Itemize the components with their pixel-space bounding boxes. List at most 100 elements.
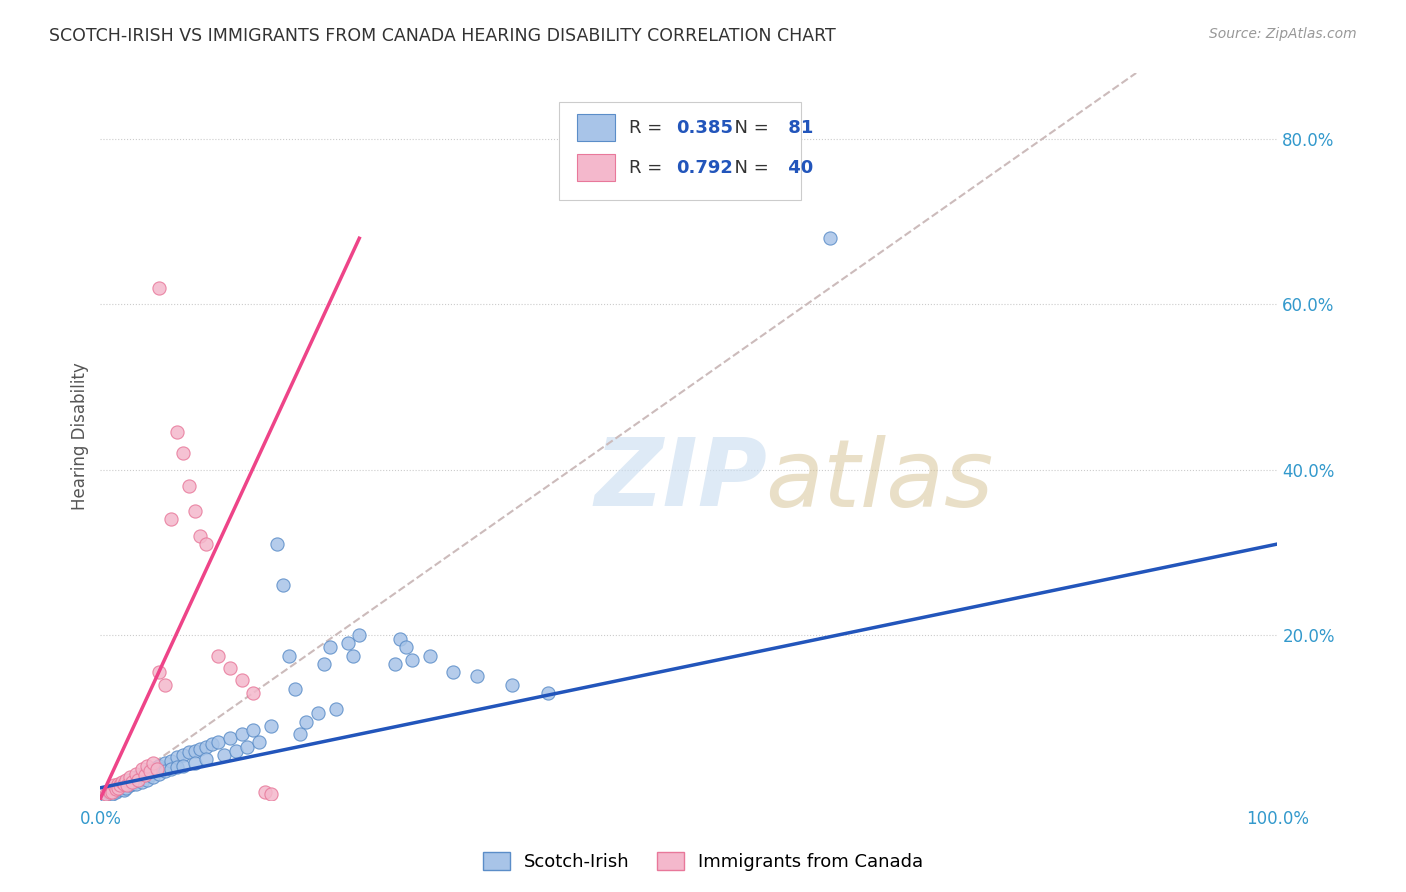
Point: [110, 780, 132, 795]
Point: [153, 764, 176, 779]
Point: [818, 231, 841, 245]
Point: [96, 789, 118, 803]
Point: [146, 760, 169, 774]
Point: [284, 681, 307, 696]
Point: [124, 777, 146, 791]
Text: N =: N =: [723, 159, 775, 177]
Point: [207, 735, 229, 749]
Point: [290, 727, 312, 741]
Point: [112, 783, 135, 797]
Point: [218, 661, 240, 675]
Text: 0.792: 0.792: [676, 159, 733, 177]
Point: [166, 425, 188, 440]
Point: [107, 780, 129, 795]
Point: [142, 762, 165, 776]
Point: [124, 766, 146, 780]
Point: [183, 744, 205, 758]
Point: [104, 785, 127, 799]
Point: [115, 772, 138, 787]
Text: N =: N =: [723, 119, 775, 136]
Point: [110, 775, 132, 789]
Point: [218, 731, 240, 746]
Point: [101, 785, 124, 799]
Text: 0.385: 0.385: [676, 119, 733, 136]
Point: [115, 775, 138, 789]
Point: [172, 747, 194, 762]
Point: [101, 780, 124, 795]
Point: [118, 778, 141, 792]
Point: [112, 777, 135, 791]
Point: [146, 762, 169, 776]
Point: [271, 578, 294, 592]
Point: [401, 653, 423, 667]
Point: [242, 686, 264, 700]
Point: [136, 764, 159, 779]
Point: [443, 665, 465, 680]
Point: [112, 778, 135, 792]
Point: [465, 669, 488, 683]
Point: [153, 677, 176, 691]
Point: [148, 665, 170, 680]
Y-axis label: Hearing Disability: Hearing Disability: [72, 363, 89, 510]
Point: [110, 777, 132, 791]
Legend: Scotch-Irish, Immigrants from Canada: Scotch-Irish, Immigrants from Canada: [475, 845, 931, 879]
Point: [134, 768, 156, 782]
Point: [183, 504, 205, 518]
Point: [131, 775, 153, 789]
Point: [121, 775, 143, 789]
Point: [231, 727, 253, 741]
Point: [136, 758, 159, 772]
Point: [312, 657, 335, 671]
Point: [104, 782, 127, 797]
Point: [212, 747, 235, 762]
Point: [295, 714, 318, 729]
FancyBboxPatch shape: [560, 102, 800, 200]
Point: [195, 537, 218, 551]
Point: [395, 640, 418, 655]
Point: [98, 787, 121, 801]
Point: [103, 780, 125, 795]
Text: R =: R =: [628, 159, 668, 177]
Point: [127, 772, 149, 787]
Point: [319, 640, 342, 655]
Point: [172, 446, 194, 460]
Point: [131, 768, 153, 782]
Point: [160, 754, 183, 768]
Text: SCOTCH-IRISH VS IMMIGRANTS FROM CANADA HEARING DISABILITY CORRELATION CHART: SCOTCH-IRISH VS IMMIGRANTS FROM CANADA H…: [49, 27, 837, 45]
Point: [121, 777, 143, 791]
Point: [190, 529, 212, 543]
Point: [142, 770, 165, 784]
Point: [101, 787, 124, 801]
Point: [236, 739, 259, 754]
Point: [166, 750, 188, 764]
FancyBboxPatch shape: [576, 153, 614, 181]
Point: [231, 673, 253, 688]
Point: [349, 628, 371, 642]
Point: [201, 737, 224, 751]
Point: [336, 636, 359, 650]
Point: [207, 648, 229, 663]
Point: [177, 479, 200, 493]
Point: [247, 735, 270, 749]
Point: [266, 537, 288, 551]
Point: [118, 772, 141, 787]
Point: [142, 756, 165, 770]
Point: [136, 772, 159, 787]
Point: [277, 648, 299, 663]
Point: [124, 770, 146, 784]
Point: [183, 756, 205, 770]
Point: [148, 281, 170, 295]
Point: [115, 780, 138, 795]
Point: [536, 686, 558, 700]
Point: [127, 772, 149, 787]
Point: [177, 745, 200, 759]
Point: [242, 723, 264, 737]
Text: Source: ZipAtlas.com: Source: ZipAtlas.com: [1209, 27, 1357, 41]
Point: [107, 778, 129, 792]
Point: [384, 657, 406, 671]
Point: [98, 785, 121, 799]
Point: [150, 762, 173, 776]
Point: [501, 677, 523, 691]
Point: [325, 702, 347, 716]
Point: [97, 783, 120, 797]
